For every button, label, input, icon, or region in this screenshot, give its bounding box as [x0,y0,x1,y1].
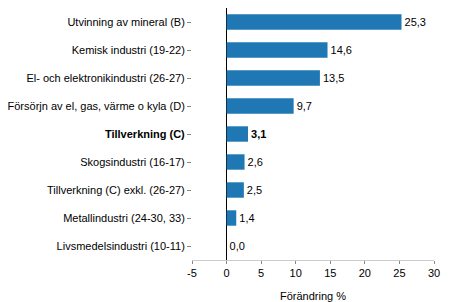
svg-text:Livsmedelsindustri (10-11): Livsmedelsindustri (10-11) [57,240,185,252]
svg-text:Försörjn av el, gas, värme o k: Försörjn av el, gas, värme o kyla (D) [8,100,185,112]
svg-text:El- och elektronikindustri (26: El- och elektronikindustri (26-27) [26,72,184,84]
svg-text:0: 0 [224,267,230,279]
svg-text:30: 30 [428,267,440,279]
svg-text:Tillverkning (C): Tillverkning (C) [105,128,185,140]
svg-text:10: 10 [290,267,302,279]
svg-text:-5: -5 [187,267,197,279]
svg-text:2,5: 2,5 [247,184,262,196]
svg-text:14,6: 14,6 [331,44,352,56]
svg-text:15: 15 [324,267,336,279]
svg-text:1,4: 1,4 [239,212,254,224]
svg-text:Metallindustri (24-30, 33): Metallindustri (24-30, 33) [63,212,185,224]
svg-text:Förändring %: Förändring % [280,290,346,302]
svg-text:0,0: 0,0 [230,240,245,252]
svg-text:5: 5 [258,267,264,279]
svg-text:2,6: 2,6 [248,156,263,168]
svg-text:Kemisk industri (19-22): Kemisk industri (19-22) [72,44,185,56]
svg-text:Utvinning av mineral (B): Utvinning av mineral (B) [67,16,184,28]
svg-text:9,7: 9,7 [297,100,312,112]
svg-text:Skogsindustri (16-17): Skogsindustri (16-17) [80,156,185,168]
svg-text:20: 20 [359,267,371,279]
svg-text:25,3: 25,3 [405,16,426,28]
svg-text:13,5: 13,5 [323,72,344,84]
svg-text:Tillverkning (C) exkl. (26-27): Tillverkning (C) exkl. (26-27) [47,184,185,196]
svg-text:25: 25 [393,267,405,279]
svg-text:3,1: 3,1 [251,128,266,140]
